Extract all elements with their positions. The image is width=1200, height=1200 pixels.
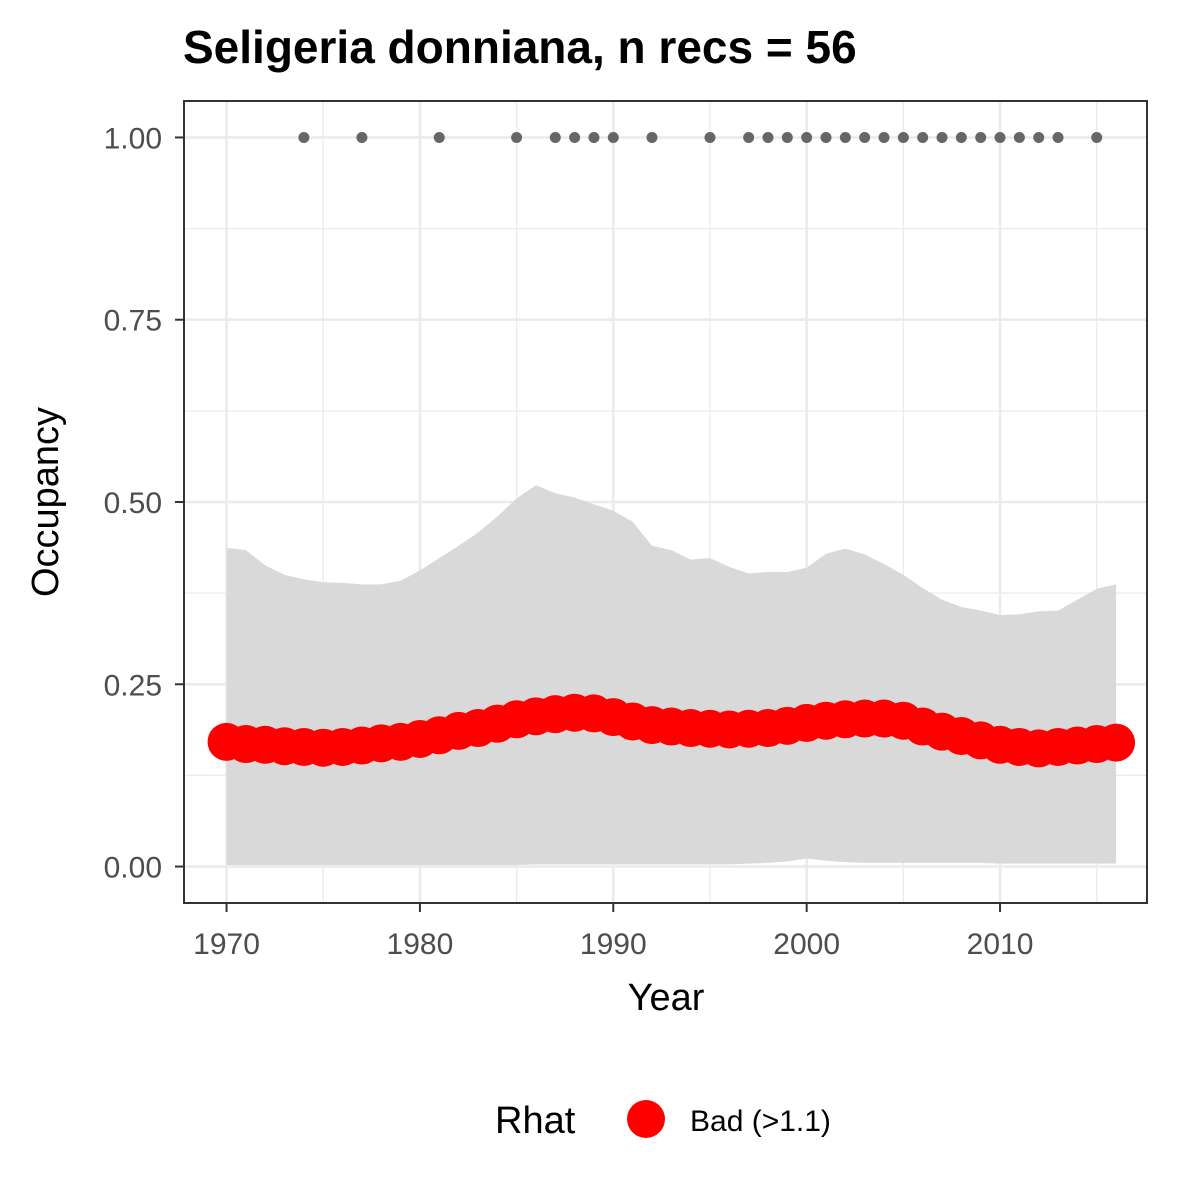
record-point <box>646 131 658 143</box>
record-point <box>917 131 929 143</box>
chart-title: Seligeria donniana, n recs = 56 <box>183 21 857 73</box>
record-point <box>897 131 909 143</box>
record-point <box>356 131 368 143</box>
record-point <box>588 131 600 143</box>
x-tick-label: 1970 <box>193 928 260 961</box>
legend-title: Rhat <box>495 1100 576 1142</box>
record-point <box>1091 131 1103 143</box>
records-layer <box>298 131 1103 143</box>
record-point <box>607 131 619 143</box>
record-point <box>878 131 890 143</box>
y-axis: 0.00 0.25 0.50 0.75 1.00 <box>104 122 184 885</box>
x-tick-label: 2010 <box>967 928 1034 961</box>
x-axis: 1970 1980 1990 2000 2010 <box>193 903 1033 961</box>
y-tick-label: 0.50 <box>104 487 162 520</box>
y-tick-label: 0.25 <box>104 669 162 702</box>
y-tick-label: 0.00 <box>104 852 162 885</box>
record-point <box>549 131 561 143</box>
x-axis-title: Year <box>628 977 705 1019</box>
record-point <box>859 131 871 143</box>
record-point <box>975 131 987 143</box>
legend: Rhat Bad (>1.1) <box>495 1100 831 1142</box>
y-tick-label: 0.75 <box>104 305 162 338</box>
record-point <box>955 131 967 143</box>
x-tick-label: 2000 <box>773 928 840 961</box>
record-point <box>936 131 948 143</box>
record-point <box>433 131 445 143</box>
y-tick-label: 1.00 <box>104 122 162 155</box>
record-point <box>743 131 755 143</box>
legend-key-bad-rhat <box>627 1100 665 1138</box>
confidence-ribbon <box>226 485 1117 866</box>
record-point <box>511 131 523 143</box>
record-point <box>298 131 310 143</box>
record-point <box>569 131 581 143</box>
mean-points-layer <box>207 693 1136 768</box>
record-point <box>801 131 813 143</box>
record-point <box>994 131 1006 143</box>
record-point <box>781 131 793 143</box>
plot-panel <box>183 100 1148 904</box>
record-point <box>1013 131 1025 143</box>
record-point <box>762 131 774 143</box>
record-point <box>839 131 851 143</box>
x-tick-label: 1980 <box>387 928 454 961</box>
y-axis-title: Occupancy <box>25 407 67 597</box>
x-tick-label: 1990 <box>580 928 647 961</box>
record-point <box>820 131 832 143</box>
legend-label-bad-rhat: Bad (>1.1) <box>690 1105 831 1138</box>
record-point <box>1052 131 1064 143</box>
record-point <box>704 131 716 143</box>
mean-point <box>1097 723 1136 762</box>
record-point <box>1033 131 1045 143</box>
confidence-ribbon-layer <box>226 485 1117 866</box>
